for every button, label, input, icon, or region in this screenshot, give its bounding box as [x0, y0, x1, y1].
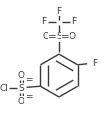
Text: Cl: Cl: [0, 84, 9, 93]
Text: F: F: [71, 17, 77, 26]
Text: O: O: [43, 33, 50, 41]
Text: S: S: [18, 84, 24, 93]
Text: F: F: [56, 7, 62, 16]
Text: =: =: [25, 92, 32, 102]
Text: O: O: [68, 33, 75, 41]
Text: F: F: [41, 17, 47, 26]
Text: O: O: [18, 71, 25, 80]
Text: F: F: [93, 59, 98, 68]
Text: O: O: [18, 97, 25, 106]
Text: S: S: [56, 33, 62, 41]
Text: =: =: [25, 75, 32, 84]
Text: =: =: [61, 32, 70, 42]
Text: =: =: [48, 32, 57, 42]
